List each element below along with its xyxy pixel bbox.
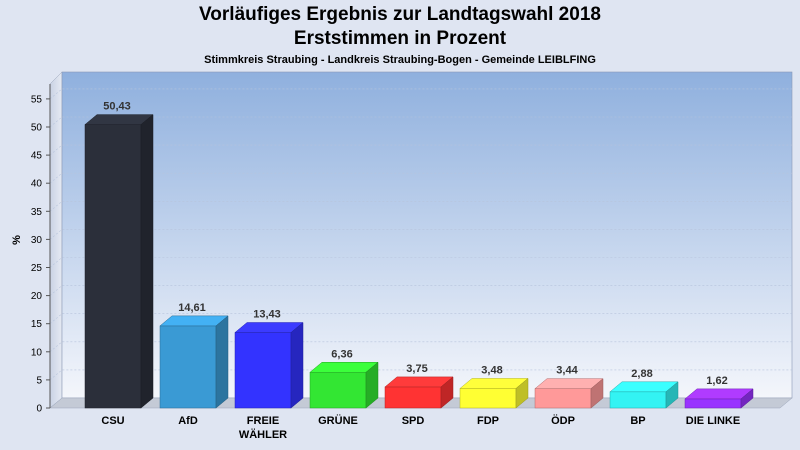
bar-front — [384, 386, 442, 409]
bar-side — [215, 315, 229, 409]
x-tick-label: FREIE — [247, 415, 279, 427]
bar — [234, 321, 304, 409]
bar-side — [365, 361, 379, 409]
x-tick-label: ÖDP — [551, 414, 575, 427]
y-tick-label: 5 — [36, 375, 42, 386]
bar-front — [609, 391, 667, 409]
gridline — [49, 341, 792, 353]
data-label: 3,75 — [406, 363, 427, 375]
bar-side — [140, 114, 154, 409]
gridline — [49, 88, 792, 100]
x-tick-label: DIE LINKE — [686, 415, 740, 427]
y-tick-label: 40 — [31, 179, 43, 190]
x-tick-label: WÄHLER — [239, 428, 287, 441]
bar — [384, 376, 454, 409]
x-tick-label: CSU — [101, 415, 124, 427]
data-label: 50,43 — [103, 101, 131, 113]
bar-side — [290, 321, 304, 409]
gridline — [49, 313, 792, 324]
y-tick-label: 0 — [36, 404, 42, 415]
bar — [609, 381, 679, 409]
gridline — [49, 172, 792, 184]
data-label: 6,36 — [331, 348, 352, 360]
data-label: 3,44 — [556, 365, 578, 377]
bar-side — [440, 376, 454, 409]
gridline — [49, 116, 792, 128]
bar-front — [684, 398, 742, 409]
y-tick-label: 20 — [31, 291, 43, 302]
x-tick-label: FDP — [477, 415, 499, 427]
bar — [534, 378, 604, 409]
y-tick-label: 25 — [31, 263, 43, 274]
bar-front — [459, 388, 517, 409]
gridline — [49, 369, 792, 381]
bar-side — [740, 388, 754, 409]
data-label: 13,43 — [253, 309, 281, 321]
bar — [459, 377, 529, 409]
bar-front — [534, 388, 592, 409]
plot-side-wall — [49, 71, 63, 409]
chart-title-line2: Erststimmen in Prozent — [293, 28, 507, 49]
gridline — [49, 201, 792, 212]
bar — [309, 361, 379, 409]
y-tick-label: 50 — [31, 123, 43, 134]
gridline — [49, 285, 792, 296]
bar-front — [309, 372, 367, 409]
chart-subtitle: Stimmkreis Straubing - Landkreis Straubi… — [204, 54, 596, 66]
y-axis-label: % — [11, 235, 23, 245]
bar-front — [234, 332, 292, 409]
data-label: 14,61 — [178, 302, 206, 314]
y-tick-label: 10 — [31, 347, 43, 358]
x-tick-label: BP — [630, 415, 645, 427]
bar-front — [84, 124, 142, 409]
y-tick-label: 45 — [31, 151, 43, 162]
y-tick-label: 15 — [31, 319, 43, 330]
gridline — [49, 257, 792, 268]
bar — [84, 114, 154, 409]
x-tick-label: SPD — [402, 415, 425, 427]
bar-side — [515, 377, 529, 409]
y-tick-label: 55 — [31, 94, 43, 105]
x-tick-label: AfD — [178, 415, 198, 427]
bar — [684, 388, 754, 409]
data-label: 3,48 — [481, 364, 502, 376]
bar-side — [590, 378, 604, 409]
y-tick-label: 30 — [31, 235, 43, 246]
x-tick-label: GRÜNE — [318, 414, 358, 427]
y-tick-label: 35 — [31, 207, 43, 218]
bar-side — [665, 381, 679, 409]
bar — [159, 315, 229, 409]
bar-front — [159, 325, 217, 409]
data-label: 1,62 — [706, 375, 727, 387]
gridline — [49, 229, 792, 240]
gridline — [49, 144, 792, 156]
data-label: 2,88 — [631, 368, 652, 380]
chart-title: Vorläufiges Ergebnis zur Landtagswahl 20… — [199, 4, 601, 25]
